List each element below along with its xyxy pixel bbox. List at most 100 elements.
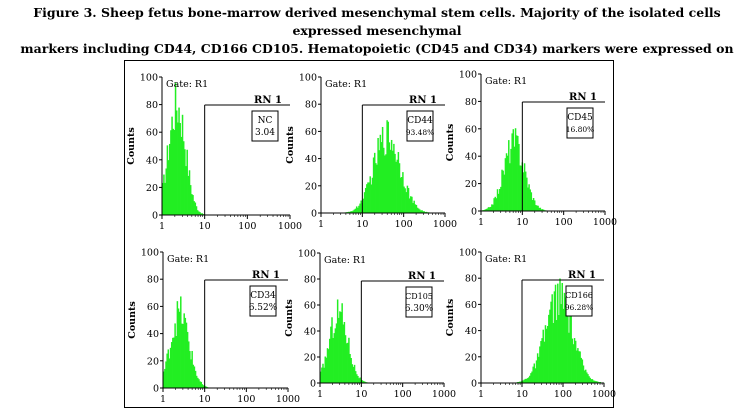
histogram-bar — [500, 186, 502, 211]
x-tick-label: 100 — [238, 221, 256, 232]
histogram-bar — [596, 381, 598, 383]
x-tick-label: 100 — [555, 217, 573, 228]
histogram-bar — [324, 356, 326, 383]
histogram-bar — [340, 312, 342, 383]
histogram-bar — [329, 338, 331, 383]
histogram-bar — [411, 196, 413, 213]
histogram-bar — [353, 364, 356, 383]
histogram-bar — [560, 304, 562, 383]
histogram-bar — [163, 174, 165, 215]
y-tick-label: 60 — [465, 300, 477, 311]
histogram-bar — [182, 323, 184, 388]
y-tick-label: 40 — [465, 152, 477, 163]
y-tick-label: 0 — [152, 211, 158, 222]
histogram-bar — [368, 182, 370, 213]
histogram-bar — [174, 323, 176, 388]
histogram-bar — [590, 379, 593, 383]
histogram-bar — [536, 353, 539, 383]
histogram-bar — [357, 376, 359, 383]
histogram-bar — [486, 208, 489, 211]
histogram-bar — [199, 212, 201, 215]
histogram-bar — [499, 188, 501, 211]
histogram-bar — [375, 163, 377, 213]
histogram-bar — [362, 198, 365, 213]
histogram-bar — [502, 170, 504, 211]
histogram-bar — [519, 165, 521, 211]
y-tick-label: 60 — [304, 301, 316, 312]
histogram-bar — [414, 204, 417, 213]
y-axis-label: Counts — [285, 126, 296, 163]
histogram-bar — [202, 385, 205, 388]
histogram-bar — [557, 283, 559, 383]
histogram-bar — [190, 359, 192, 388]
histogram-bar — [508, 140, 510, 211]
histogram-bar — [586, 372, 588, 383]
histogram-bar — [396, 159, 399, 213]
histogram-bar — [534, 368, 537, 383]
histogram-bar — [197, 377, 199, 388]
y-tick-label: 40 — [147, 329, 159, 340]
histogram-bar — [355, 206, 358, 213]
histogram-bar — [541, 209, 544, 211]
histogram-bar — [339, 311, 341, 383]
histogram-bar — [509, 163, 511, 211]
y-tick-label: 60 — [146, 128, 158, 139]
histogram-bar — [533, 200, 536, 211]
histogram-bar — [531, 199, 534, 211]
histogram-bar — [522, 172, 525, 211]
histogram-bar — [370, 184, 373, 213]
histogram-bar — [532, 366, 534, 383]
histogram-bar — [351, 211, 353, 213]
y-tick-label: 20 — [147, 356, 159, 367]
histogram-bar — [186, 149, 188, 215]
histogram-bar — [576, 350, 578, 383]
histogram-bar — [170, 342, 173, 388]
histogram-bar — [363, 192, 366, 213]
y-tick-label: 80 — [305, 100, 317, 111]
y-tick-label: 20 — [304, 353, 316, 364]
marker-percent: 96.28% — [565, 303, 594, 312]
histogram-bar — [325, 357, 328, 383]
histogram-bar — [554, 284, 557, 383]
y-tick-label: 0 — [153, 384, 159, 395]
y-tick-label: 20 — [146, 183, 158, 194]
marker-name: CD45 — [567, 113, 593, 123]
x-tick-label: 1000 — [278, 221, 302, 232]
histogram-bar — [348, 337, 350, 383]
histogram-bar — [177, 308, 180, 388]
histogram-bar — [392, 150, 394, 213]
histogram-bar — [395, 161, 397, 213]
histogram-bar — [371, 177, 374, 213]
histogram-bar — [539, 346, 541, 383]
histogram-bar — [492, 204, 494, 211]
histogram-bar — [595, 381, 597, 383]
histogram-bar — [199, 381, 201, 388]
histogram-bar — [373, 152, 376, 213]
y-tick-label: 80 — [146, 100, 158, 111]
histogram-bar — [563, 292, 566, 383]
histogram-bar — [181, 114, 184, 215]
histogram-bar — [379, 134, 382, 213]
histogram-bar — [529, 375, 531, 383]
histogram-bar — [351, 364, 354, 383]
y-axis-label: Counts — [284, 299, 295, 336]
x-tick-label: 1 — [160, 394, 166, 405]
y-tick-label: 0 — [471, 207, 477, 218]
histogram-bar — [335, 323, 338, 383]
y-tick-label: 80 — [465, 97, 477, 108]
histogram-bar — [369, 176, 371, 213]
y-tick-label: 100 — [141, 248, 159, 259]
histogram-bar — [561, 283, 563, 383]
histogram-bar — [484, 209, 486, 211]
histogram-bar — [419, 209, 421, 213]
histogram-bar — [166, 353, 168, 388]
histogram-bar — [193, 201, 195, 215]
histogram-bar — [352, 366, 355, 383]
histogram-bar — [567, 313, 569, 383]
x-tick-label: 100 — [394, 389, 412, 400]
histogram-bar — [412, 203, 414, 213]
histogram-bar — [410, 196, 412, 213]
histogram-bar — [327, 349, 330, 383]
marker-name: NC — [258, 116, 273, 126]
histogram-bar — [580, 357, 582, 383]
